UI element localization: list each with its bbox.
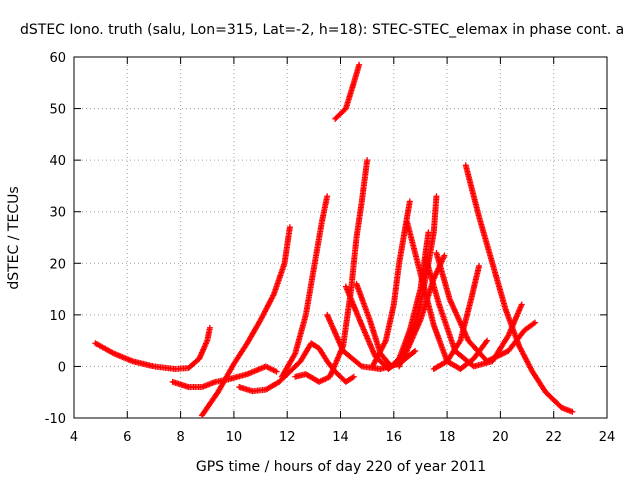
data-series [430, 262, 483, 373]
data-point [364, 157, 371, 164]
x-tick-label: 6 [123, 430, 131, 445]
data-point [569, 408, 576, 415]
data-series [92, 324, 213, 373]
data-series [278, 193, 331, 380]
data-series [292, 157, 371, 385]
y-tick-label: 30 [49, 206, 66, 221]
x-tick-label: 20 [492, 430, 509, 445]
y-tick-label: -10 [45, 412, 66, 427]
data-point [518, 301, 525, 308]
data-point [425, 229, 432, 236]
data-series [332, 61, 363, 122]
data-point [412, 347, 419, 354]
data-point [483, 338, 490, 345]
data-series [169, 363, 280, 391]
data-point [532, 319, 539, 326]
data-point [273, 368, 280, 375]
y-tick-label: 10 [49, 309, 66, 324]
data-point [530, 320, 537, 327]
data-point [433, 193, 440, 200]
x-axis-title: GPS time / hours of day 220 of year 2011 [196, 459, 486, 475]
data-point [356, 61, 363, 68]
data-point [357, 362, 364, 369]
y-tick-label: 60 [49, 51, 66, 66]
x-tick-label: 4 [70, 430, 78, 445]
x-tick-label: 16 [386, 430, 403, 445]
x-tick-label: 18 [439, 430, 456, 445]
data-point [206, 324, 213, 331]
data-series [462, 162, 576, 415]
data-point [476, 262, 483, 269]
y-tick-label: 40 [49, 154, 66, 169]
data-point [286, 224, 293, 231]
data-point [484, 337, 491, 344]
data-point [350, 373, 357, 380]
y-tick-label: 50 [49, 103, 66, 118]
data-marks [92, 61, 576, 419]
y-tick-label: 0 [58, 360, 66, 375]
data-point [349, 374, 356, 381]
x-tick-label: 8 [176, 430, 184, 445]
x-tick-label: 14 [332, 430, 349, 445]
data-series [198, 224, 293, 419]
data-series [369, 198, 413, 370]
x-tick-label: 10 [226, 430, 243, 445]
chart-title: dSTEC Iono. truth (salu, Lon=315, Lat=-2… [20, 22, 624, 38]
x-tick-label: 12 [279, 430, 296, 445]
data-point [410, 348, 417, 355]
ticks: 4 6 8 10 12 14 16 18 20 22 24 -10 0 10 20 30 40 50 60 [45, 51, 616, 445]
data-point [324, 193, 331, 200]
data-point [441, 252, 448, 259]
y-tick-label: 20 [49, 257, 66, 272]
x-tick-label: 22 [545, 430, 562, 445]
data-point [406, 198, 413, 205]
y-axis-title: dSTEC / TECUs [6, 186, 22, 289]
x-tick-label: 24 [599, 430, 616, 445]
